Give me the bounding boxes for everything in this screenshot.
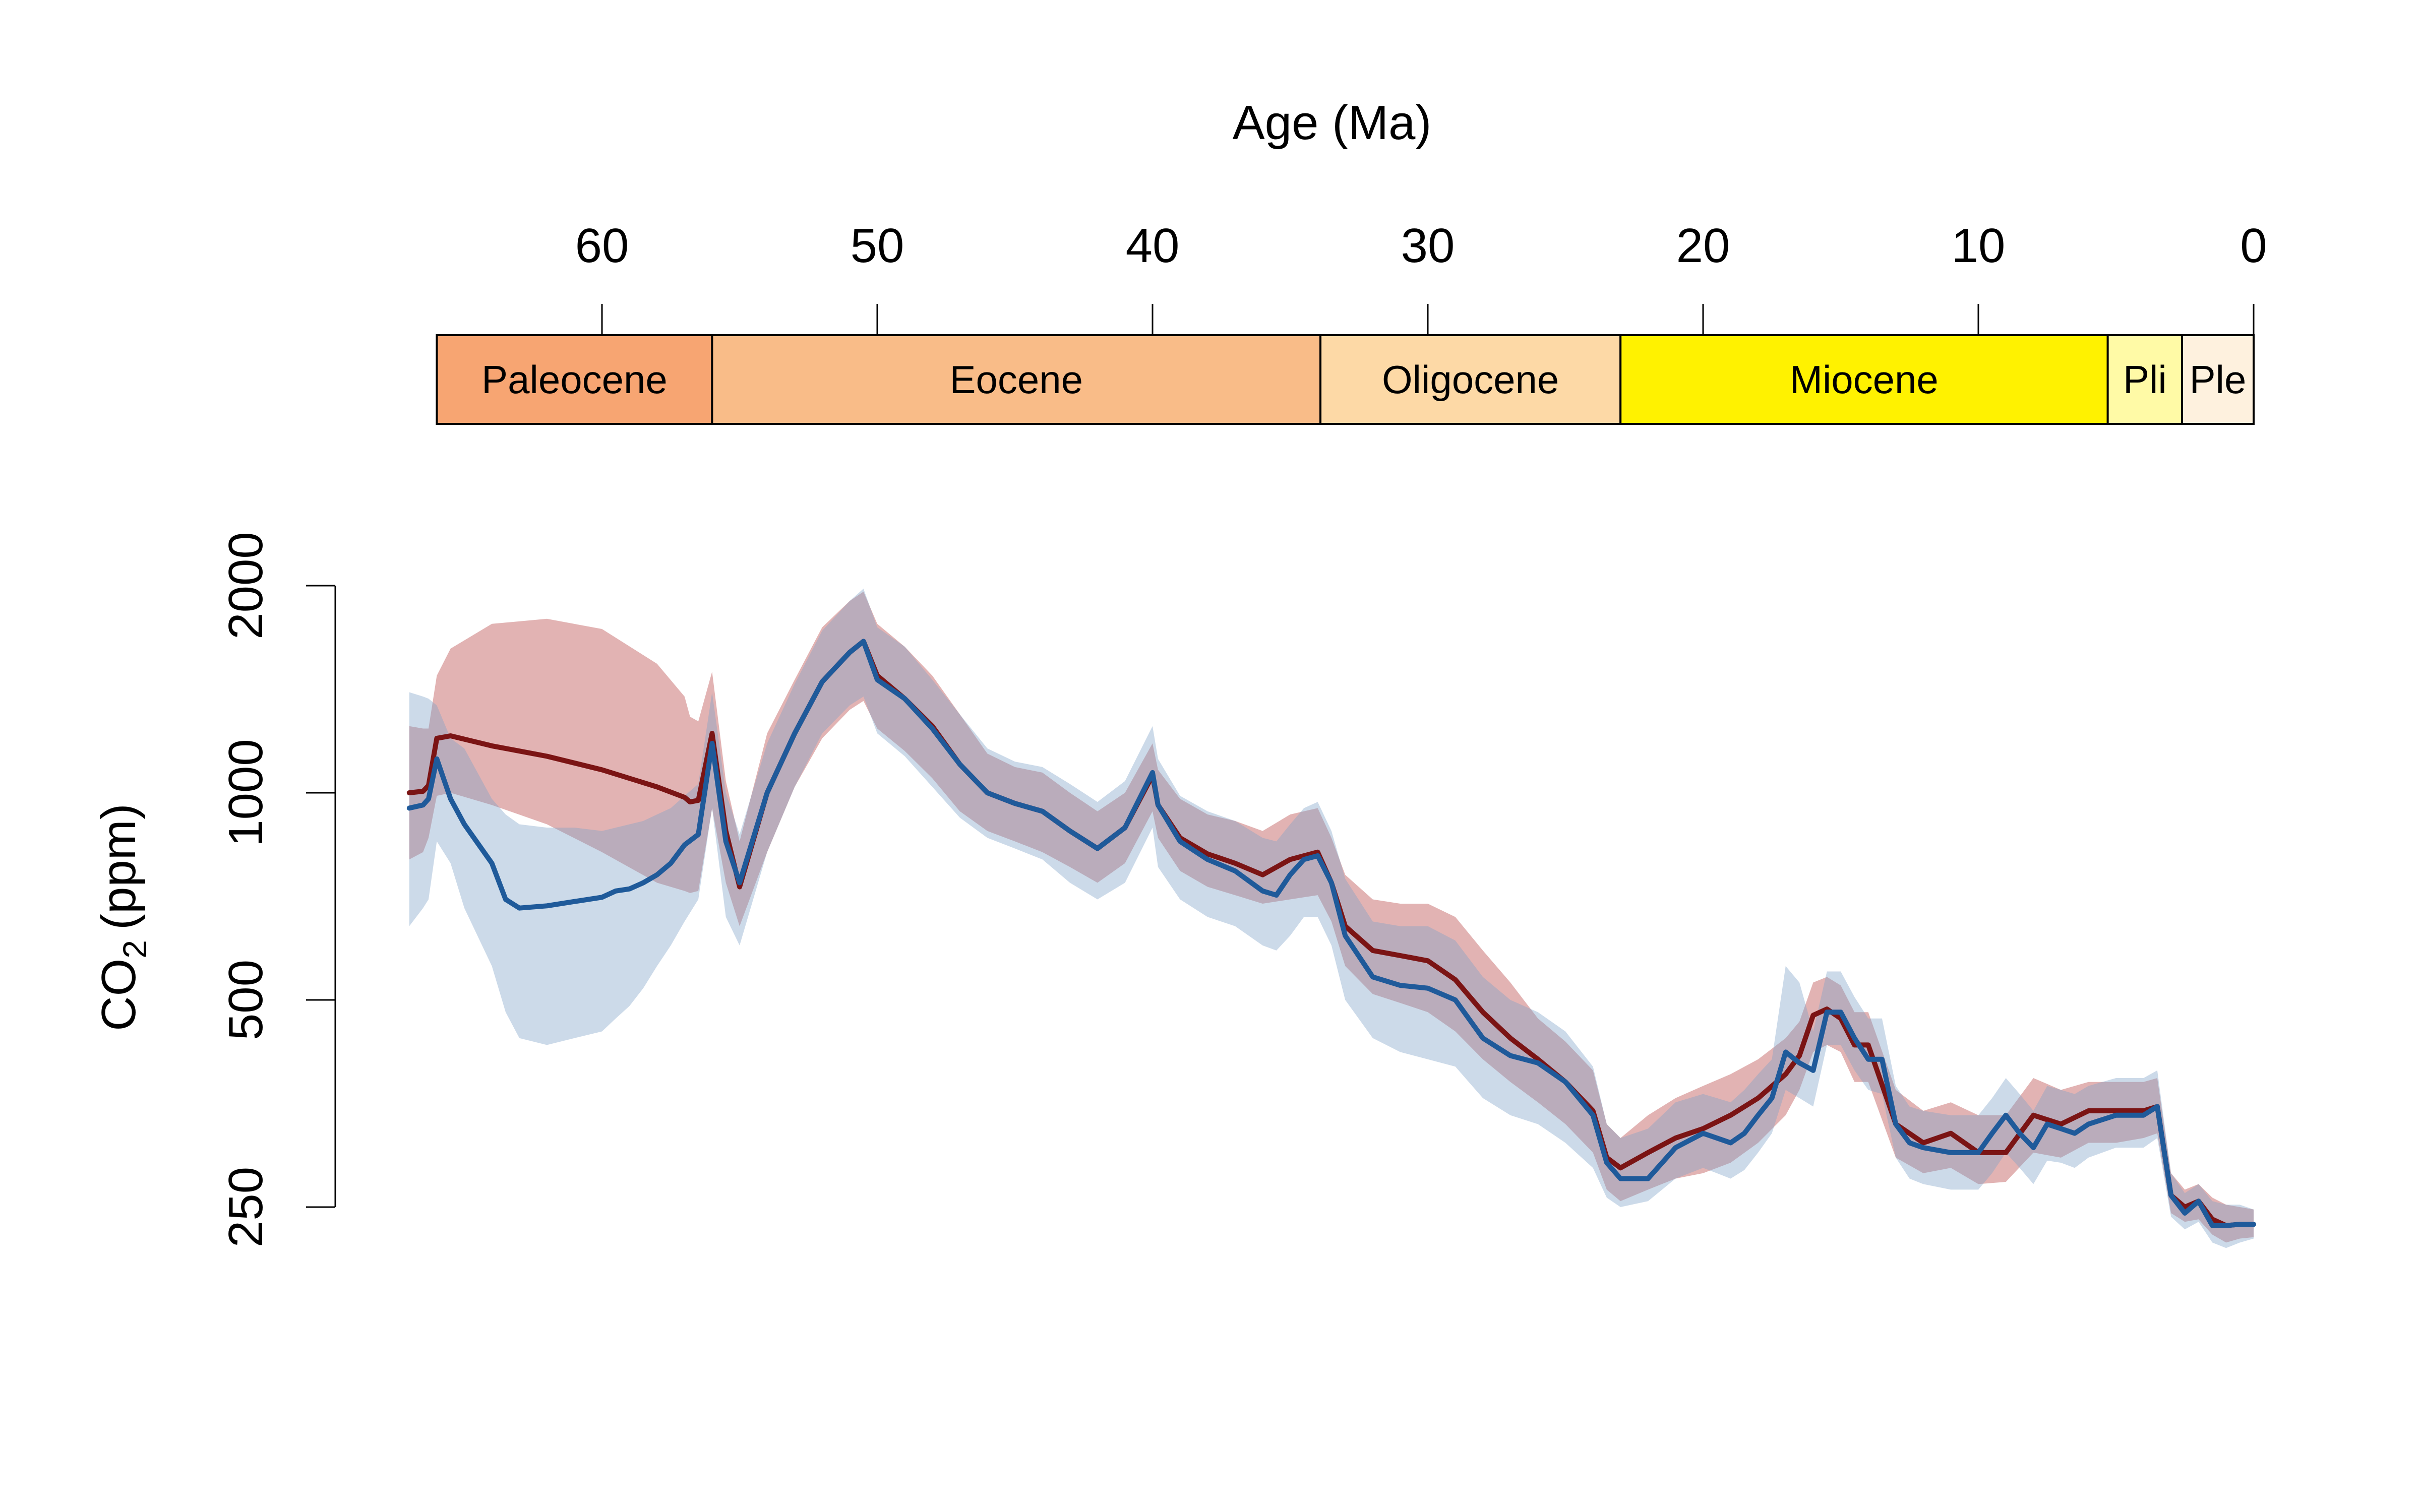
y-axis-title-subscript: 2 (116, 940, 153, 959)
y-tick-label: 1000 (219, 739, 273, 847)
x-tick-label: 40 (1126, 219, 1180, 273)
epoch-box (711, 334, 1322, 425)
x-axis-ticks: 60 50 40 30 20 10 0 (575, 219, 2267, 335)
x-tick-label: 20 (1676, 219, 1730, 273)
epoch-box (436, 334, 713, 425)
y-axis-title-unit: (ppm) (92, 803, 146, 930)
x-tick-label: 50 (851, 219, 904, 273)
epoch-label: Paleocene (481, 357, 668, 402)
y-axis: 250 500 1000 2000 (219, 532, 336, 1247)
x-tick-label: 60 (575, 219, 629, 273)
epoch-label: Ple (2190, 357, 2247, 402)
y-tick-label: 500 (219, 960, 273, 1040)
series-2-line (406, 639, 2256, 1228)
plot-area (406, 589, 2256, 1248)
epoch-label: Pli (2123, 357, 2167, 402)
y-tick-label: 2000 (219, 532, 273, 640)
series-1-uncertainty-band (409, 592, 2254, 1243)
y-tick-label: 250 (219, 1167, 273, 1247)
epoch-label: Oligocene (1382, 357, 1559, 402)
y-axis-title: CO2 (ppm) (92, 803, 153, 1031)
epoch-box (1619, 334, 2109, 425)
x-tick-label: 10 (1952, 219, 2006, 273)
x-tick-label: 30 (1401, 219, 1455, 273)
epoch-box (2106, 334, 2184, 425)
epoch-label: Miocene (1790, 357, 1939, 402)
epoch-label: Eocene (949, 357, 1083, 402)
x-axis-title: Age (Ma) (1233, 96, 1432, 150)
epoch-box (1319, 334, 1622, 425)
epoch-timescale-bar: Paleocene Eocene Oligocene Miocene Pli Ple (436, 334, 2255, 425)
series-2-uncertainty-band (409, 589, 2254, 1248)
x-tick-label: 0 (2240, 219, 2267, 273)
y-axis-title-co: CO (92, 959, 146, 1031)
epoch-box (2181, 334, 2255, 425)
